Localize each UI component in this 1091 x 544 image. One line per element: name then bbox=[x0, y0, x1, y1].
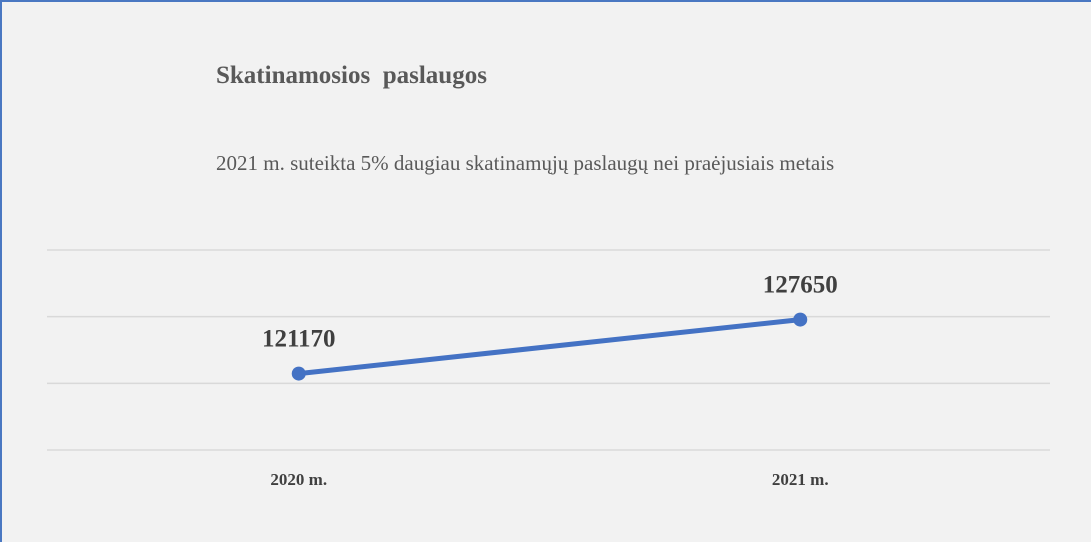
point bbox=[291, 366, 306, 381]
point bbox=[793, 312, 808, 327]
line bbox=[296, 317, 803, 377]
x-tick-label: 2021 m. bbox=[772, 470, 829, 489]
chart-subtitle: 2021 m. suteikta 5% daugiau skatinamųjų … bbox=[216, 151, 835, 175]
chart-title: Skatinamosios paslaugos bbox=[216, 62, 487, 89]
data-label: 121170 bbox=[262, 326, 336, 353]
x-tick-label: 2020 m. bbox=[270, 470, 327, 489]
data-label: 127650 bbox=[763, 272, 838, 299]
